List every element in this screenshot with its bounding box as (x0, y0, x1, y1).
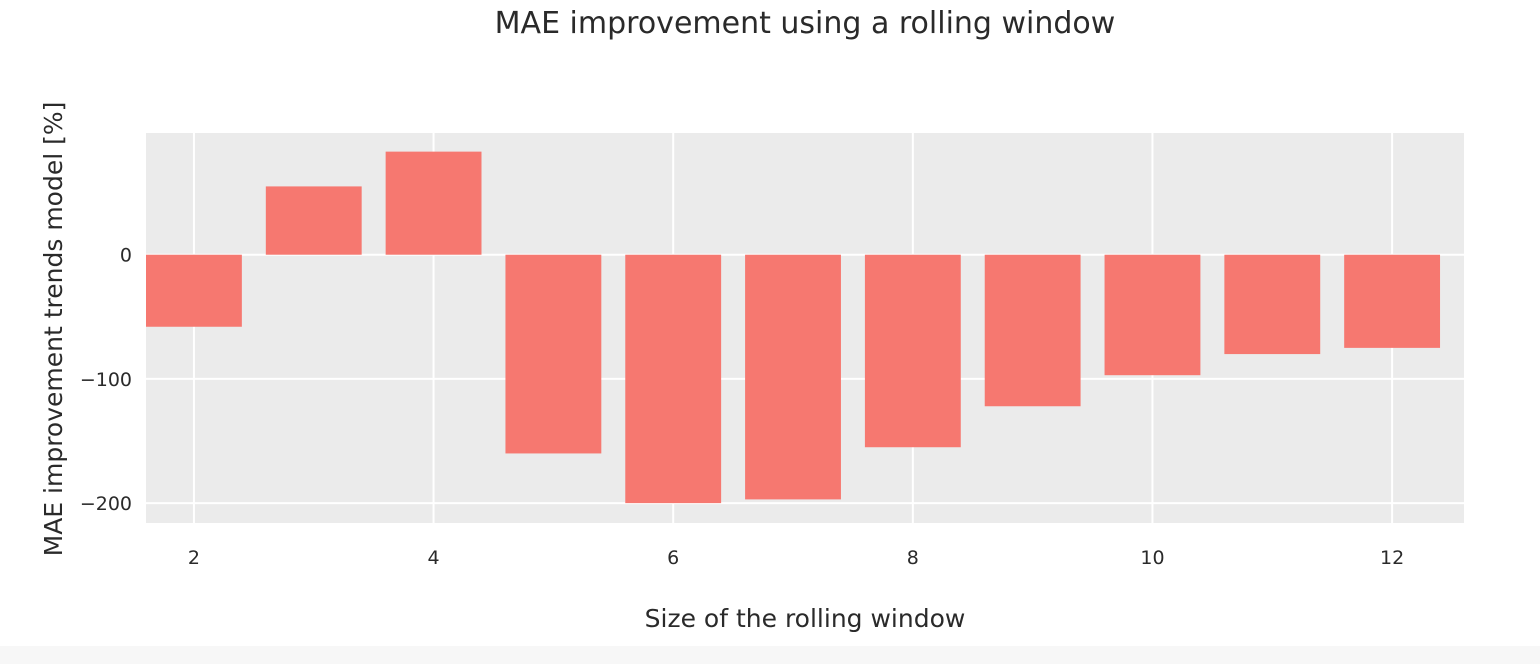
bar-window-10 (1104, 254, 1201, 376)
page-bottom-strip (0, 646, 1540, 664)
x-tick-label: 12 (1380, 547, 1404, 569)
x-tick-label: 4 (428, 547, 440, 569)
bar-window-5 (505, 254, 602, 454)
bar-window-12 (1344, 254, 1441, 348)
y-tick-label: −200 (80, 493, 132, 515)
bar-window-7 (745, 254, 841, 500)
x-tick-label: 6 (667, 547, 679, 569)
bars (146, 151, 1441, 504)
x-axis-title: Size of the rolling window (645, 604, 966, 633)
y-tick-label: 0 (120, 245, 132, 267)
x-tick-label: 2 (188, 547, 200, 569)
bar-window-2 (146, 254, 242, 327)
bar-window-11 (1224, 254, 1321, 355)
bar-window-6 (625, 254, 722, 504)
bar-window-9 (984, 254, 1081, 407)
chart-title: MAE improvement using a rolling window (495, 6, 1116, 41)
x-axis-ticks: 2 4 6 8 10 12 (188, 547, 1404, 569)
x-tick-label: 10 (1140, 547, 1164, 569)
bar-window-8 (864, 254, 961, 448)
y-axis-ticks: 0 −100 −200 (80, 245, 132, 515)
y-axis-title: MAE improvement trends model [%] (39, 102, 68, 557)
bar-window-3 (265, 186, 362, 255)
x-tick-label: 8 (907, 547, 919, 569)
bar-window-4 (385, 151, 482, 255)
y-tick-label: −100 (80, 369, 132, 391)
